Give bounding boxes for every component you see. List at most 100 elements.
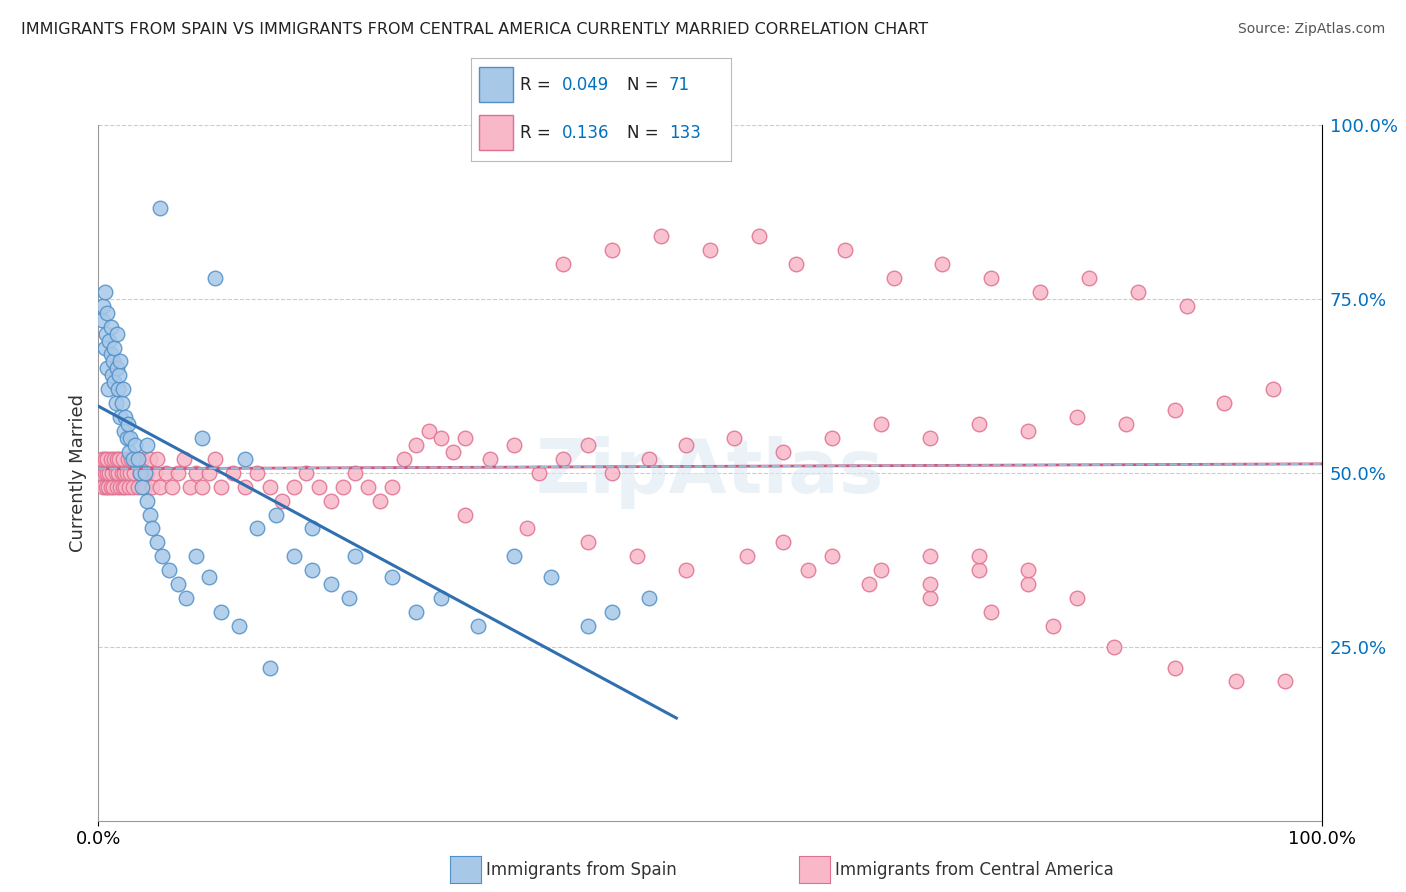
- Immigrants from Central America: [114, 480, 136, 494]
- Immigrants from Spain: [337, 591, 360, 605]
- Immigrants from Central America: [576, 535, 599, 549]
- Immigrants from Central America: [1225, 674, 1247, 689]
- Immigrants from Spain: [503, 549, 526, 564]
- Immigrants from Central America: [308, 480, 330, 494]
- Immigrants from Spain: [124, 438, 146, 452]
- Immigrants from Spain: [117, 417, 139, 431]
- Immigrants from Spain: [141, 521, 163, 535]
- Immigrants from Central America: [120, 451, 142, 466]
- Immigrants from Central America: [772, 445, 794, 459]
- Immigrants from Spain: [93, 341, 115, 355]
- Immigrants from Central America: [675, 563, 697, 577]
- Immigrants from Central America: [527, 466, 550, 480]
- Immigrants from Spain: [121, 451, 143, 466]
- Immigrants from Central America: [344, 466, 367, 480]
- Immigrants from Spain: [127, 451, 149, 466]
- Immigrants from Central America: [1175, 299, 1198, 313]
- Immigrants from Central America: [1017, 563, 1039, 577]
- Immigrants from Central America: [418, 424, 440, 438]
- Immigrants from Spain: [103, 341, 125, 355]
- Immigrants from Central America: [93, 466, 115, 480]
- Immigrants from Spain: [186, 549, 208, 564]
- Immigrants from Central America: [1066, 410, 1088, 425]
- Immigrants from Spain: [108, 368, 131, 383]
- Immigrants from Central America: [173, 451, 195, 466]
- Immigrants from Central America: [134, 480, 156, 494]
- Immigrants from Central America: [146, 451, 169, 466]
- Immigrants from Central America: [1017, 577, 1039, 591]
- Immigrants from Central America: [675, 438, 697, 452]
- Immigrants from Central America: [515, 521, 537, 535]
- Immigrants from Central America: [91, 451, 114, 466]
- Immigrants from Central America: [332, 480, 354, 494]
- Y-axis label: Currently Married: Currently Married: [69, 393, 87, 552]
- Immigrants from Central America: [920, 591, 942, 605]
- Immigrants from Spain: [98, 334, 121, 348]
- Immigrants from Central America: [870, 563, 893, 577]
- Immigrants from Spain: [104, 396, 127, 410]
- Immigrants from Central America: [149, 480, 172, 494]
- Immigrants from Spain: [381, 570, 404, 584]
- Immigrants from Spain: [96, 361, 118, 376]
- Immigrants from Spain: [136, 438, 159, 452]
- Immigrants from Central America: [1017, 424, 1039, 438]
- Immigrants from Central America: [117, 451, 139, 466]
- Immigrants from Central America: [105, 451, 128, 466]
- Immigrants from Central America: [155, 466, 177, 480]
- Text: 71: 71: [669, 76, 690, 94]
- Bar: [479, 115, 513, 150]
- Immigrants from Central America: [160, 480, 183, 494]
- Immigrants from Spain: [600, 605, 623, 619]
- Immigrants from Central America: [980, 605, 1002, 619]
- Immigrants from Central America: [101, 480, 124, 494]
- Immigrants from Central America: [283, 480, 305, 494]
- Immigrants from Spain: [93, 285, 115, 299]
- Immigrants from Spain: [233, 451, 256, 466]
- Immigrants from Central America: [1029, 285, 1052, 299]
- Immigrants from Central America: [259, 480, 281, 494]
- Text: Source: ZipAtlas.com: Source: ZipAtlas.com: [1237, 22, 1385, 37]
- Immigrants from Spain: [167, 577, 190, 591]
- Immigrants from Central America: [103, 451, 125, 466]
- Immigrants from Spain: [91, 312, 114, 326]
- Immigrants from Central America: [295, 466, 318, 480]
- Immigrants from Central America: [553, 257, 575, 271]
- Immigrants from Spain: [209, 605, 232, 619]
- Immigrants from Central America: [1078, 271, 1101, 285]
- Immigrants from Central America: [821, 431, 844, 445]
- Immigrants from Central America: [1164, 660, 1187, 674]
- Immigrants from Central America: [600, 243, 623, 257]
- Immigrants from Central America: [503, 438, 526, 452]
- Immigrants from Central America: [1115, 417, 1137, 431]
- Immigrants from Spain: [118, 445, 141, 459]
- Immigrants from Central America: [222, 466, 245, 480]
- Text: 0.136: 0.136: [562, 124, 610, 142]
- Immigrants from Spain: [264, 508, 287, 522]
- Immigrants from Central America: [98, 466, 121, 480]
- Immigrants from Central America: [101, 466, 124, 480]
- Immigrants from Central America: [797, 563, 820, 577]
- Immigrants from Spain: [467, 619, 489, 633]
- Immigrants from Spain: [405, 605, 427, 619]
- Immigrants from Central America: [454, 508, 477, 522]
- Immigrants from Central America: [122, 466, 145, 480]
- Text: N =: N =: [627, 124, 664, 142]
- Immigrants from Spain: [112, 424, 135, 438]
- Immigrants from Central America: [931, 257, 953, 271]
- Immigrants from Spain: [100, 347, 122, 361]
- Immigrants from Central America: [121, 480, 143, 494]
- Immigrants from Central America: [967, 563, 990, 577]
- Immigrants from Spain: [110, 410, 132, 425]
- Immigrants from Central America: [129, 466, 152, 480]
- Text: Immigrants from Spain: Immigrants from Spain: [486, 861, 678, 879]
- Bar: [479, 67, 513, 102]
- Immigrants from Central America: [107, 466, 129, 480]
- Immigrants from Spain: [94, 326, 117, 341]
- Immigrants from Central America: [141, 480, 163, 494]
- Immigrants from Spain: [105, 361, 128, 376]
- Immigrants from Spain: [246, 521, 269, 535]
- Immigrants from Central America: [735, 549, 758, 564]
- Immigrants from Central America: [246, 466, 269, 480]
- Immigrants from Spain: [110, 354, 132, 368]
- Immigrants from Central America: [381, 480, 404, 494]
